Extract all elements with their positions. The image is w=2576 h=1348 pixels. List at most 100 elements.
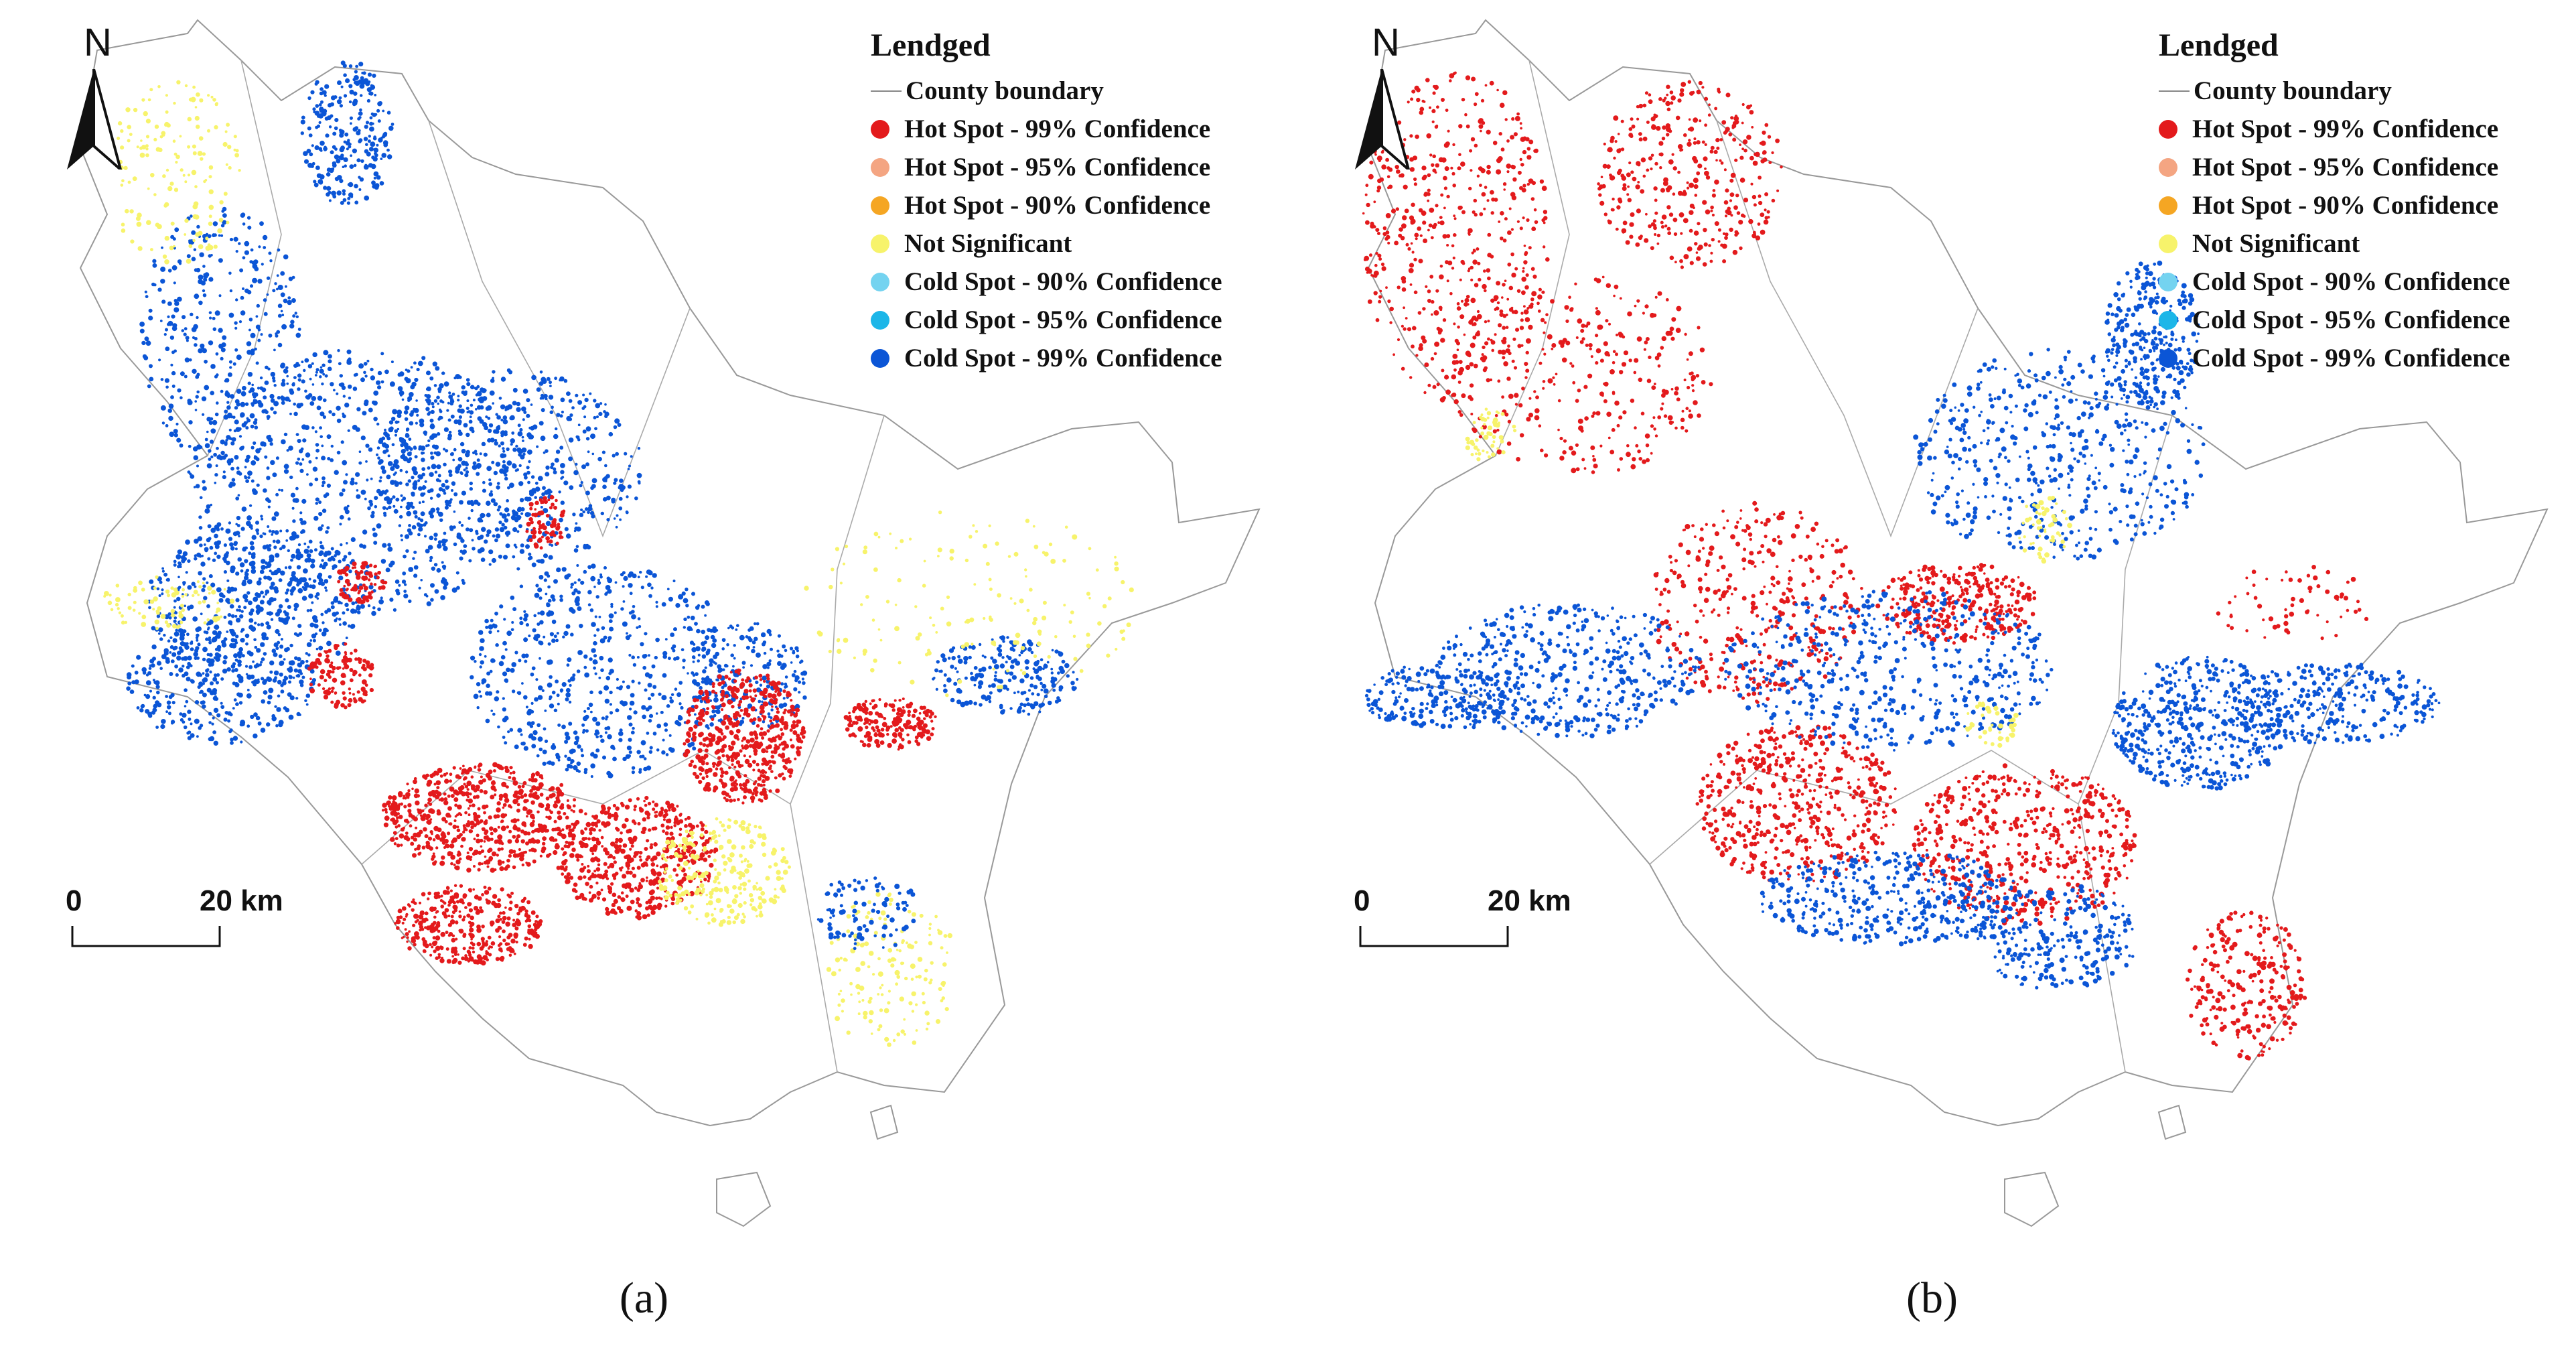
spot-point (418, 445, 423, 450)
spot-point (177, 388, 182, 393)
spot-point (491, 460, 495, 464)
spot-point (696, 698, 699, 702)
spot-point (350, 477, 355, 482)
spot-point (480, 405, 484, 410)
spot-point (281, 379, 285, 383)
spot-point (156, 661, 162, 666)
spot-point (303, 568, 308, 574)
spot-point (399, 371, 405, 377)
spot-point (745, 645, 750, 650)
spot-point (424, 480, 427, 483)
spot-point (273, 652, 278, 657)
spot-point (270, 371, 275, 377)
spot-point (1027, 712, 1031, 716)
spot-point (628, 750, 632, 754)
spot-point (525, 623, 530, 627)
spot-point (551, 793, 556, 798)
spot-point (155, 726, 159, 729)
spot-point (539, 641, 544, 646)
spot-point (334, 470, 339, 475)
spot-point (650, 692, 655, 697)
spot-point (134, 671, 139, 675)
spot-point (395, 807, 401, 811)
island (869, 1104, 899, 1140)
spot-point (363, 164, 369, 170)
spot-point (195, 395, 199, 399)
spot-point (506, 513, 510, 517)
spot-point (326, 115, 332, 121)
spot-point (256, 532, 259, 535)
spot-point (417, 360, 423, 366)
spot-point (450, 854, 455, 860)
spot-point (303, 542, 307, 545)
spot-point (336, 418, 342, 423)
spot-point (160, 279, 165, 284)
spot-point (288, 565, 292, 569)
spot-point (244, 402, 249, 406)
spot-point (571, 406, 575, 410)
spot-point (295, 486, 299, 490)
spot-point (257, 623, 261, 626)
spot-point (387, 546, 393, 552)
spot-point (509, 728, 514, 732)
spot-point (690, 759, 694, 764)
spot-point (479, 665, 482, 669)
spot-point (541, 393, 545, 398)
spot-point (242, 256, 246, 260)
spot-point (488, 478, 492, 482)
spot-point (273, 411, 277, 415)
spot-point (509, 766, 513, 770)
spot-point (268, 611, 273, 616)
spot-point (414, 377, 419, 383)
spot-point (694, 713, 697, 716)
spot-point (430, 409, 435, 415)
spot-point (539, 381, 544, 386)
spot-point (313, 182, 319, 188)
spot-point (518, 464, 522, 468)
spot-point (386, 499, 392, 504)
spot-point (592, 716, 597, 722)
spot-point (343, 480, 348, 485)
spot-point (125, 107, 131, 113)
spot-point (511, 662, 516, 667)
spot-point (139, 152, 145, 158)
spot-point (540, 435, 546, 442)
spot-point (607, 589, 612, 594)
spot-point (575, 597, 580, 603)
spot-point (153, 680, 157, 685)
spot-point (338, 155, 342, 159)
spot-point (245, 673, 248, 676)
spot-point (238, 605, 241, 609)
spot-point (502, 707, 506, 712)
spot-point (312, 466, 318, 472)
spot-point (480, 638, 485, 643)
spot-point (249, 504, 253, 507)
spot-point (330, 102, 334, 107)
spot-point (602, 755, 606, 760)
spot-point (255, 521, 259, 525)
spot-point (309, 401, 315, 406)
spot-point (226, 435, 231, 440)
spot-point (534, 828, 539, 833)
spot-point (188, 718, 192, 721)
spot-point (595, 595, 599, 599)
spot-point (418, 586, 421, 590)
spot-point (269, 442, 273, 446)
spot-point (548, 659, 553, 665)
spot-point (428, 809, 433, 813)
spot-point (165, 94, 168, 97)
spot-point (385, 567, 390, 573)
spot-point (162, 174, 166, 178)
spot-point (371, 180, 376, 186)
spot-point (455, 774, 460, 779)
spot-point (152, 263, 157, 268)
spot-point (319, 426, 322, 429)
spot-point (254, 267, 259, 271)
spot-point (365, 444, 368, 448)
spot-point (136, 145, 139, 149)
spot-point (449, 844, 455, 849)
spot-point (994, 671, 997, 674)
spot-point (403, 819, 408, 823)
spot-point (225, 560, 230, 565)
spot-point (254, 455, 257, 458)
